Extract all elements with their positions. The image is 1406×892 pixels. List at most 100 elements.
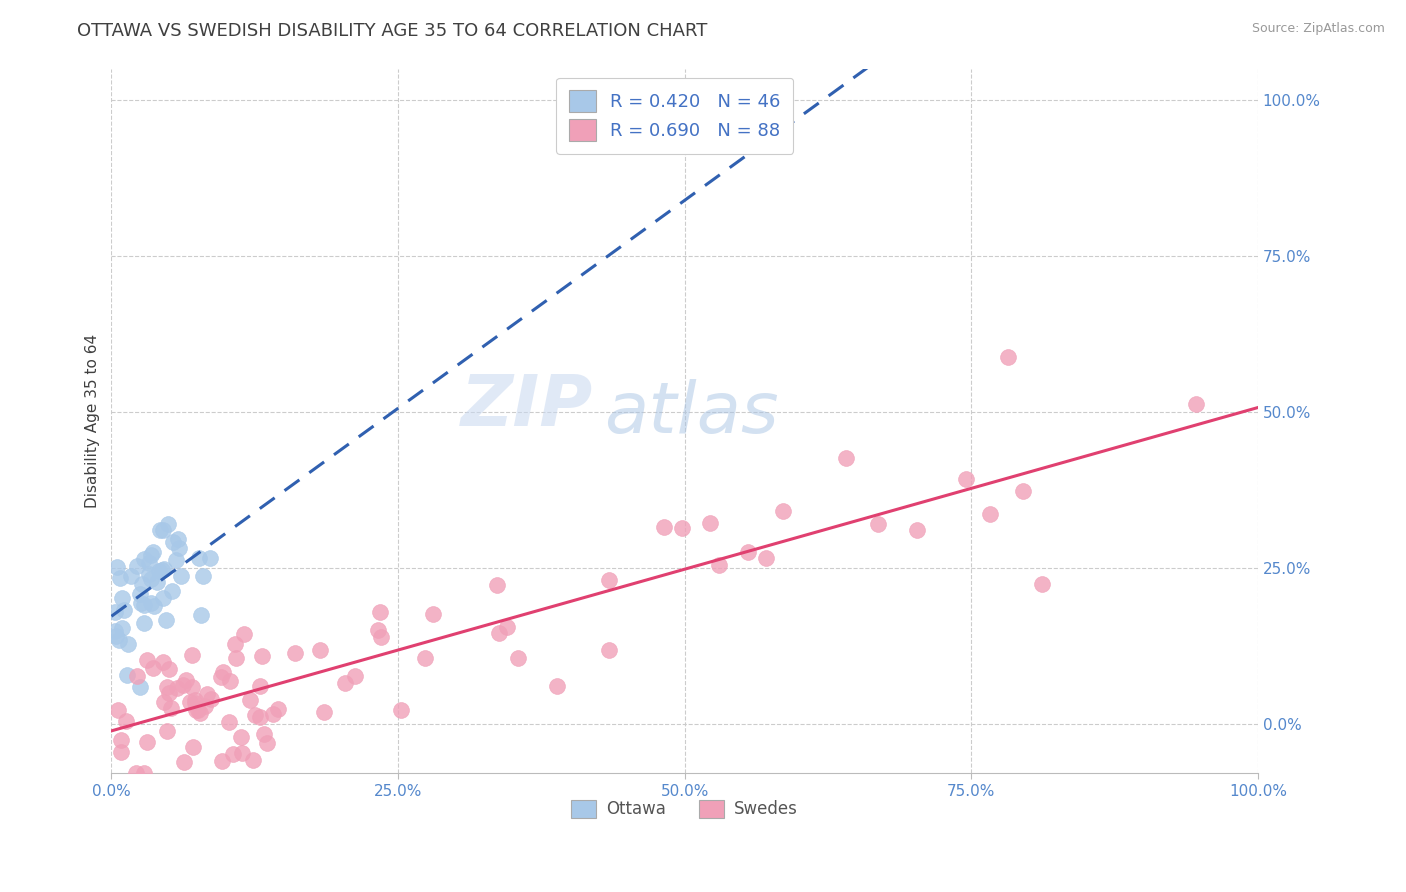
Point — [152, 695, 174, 709]
Point — [105, 560, 128, 574]
Point — [132, 598, 155, 612]
Point — [129, 596, 152, 610]
Point — [108, 632, 131, 647]
Point — [131, 576, 153, 591]
Point — [699, 516, 721, 531]
Point — [413, 650, 436, 665]
Point — [866, 516, 889, 531]
Point — [110, 732, 132, 747]
Point — [224, 637, 246, 651]
Text: OTTAWA VS SWEDISH DISABILITY AGE 35 TO 64 CORRELATION CHART: OTTAWA VS SWEDISH DISABILITY AGE 35 TO 6… — [77, 22, 707, 40]
Point — [139, 596, 162, 610]
Point — [422, 607, 444, 621]
Y-axis label: Disability Age 35 to 64: Disability Age 35 to 64 — [86, 334, 100, 508]
Point — [979, 507, 1001, 521]
Point — [232, 627, 254, 641]
Point — [262, 707, 284, 722]
Point — [488, 626, 510, 640]
Point — [183, 739, 205, 754]
Point — [157, 662, 180, 676]
Point — [242, 753, 264, 767]
Point — [955, 472, 977, 486]
Point — [142, 599, 165, 613]
Point — [117, 636, 139, 650]
Point — [243, 708, 266, 723]
Point — [188, 550, 211, 565]
Point — [389, 703, 412, 717]
Point — [209, 669, 232, 683]
Point — [314, 705, 336, 719]
Point — [222, 747, 245, 761]
Point — [155, 613, 177, 627]
Point — [148, 564, 170, 578]
Point — [160, 583, 183, 598]
Point — [671, 521, 693, 535]
Point — [495, 620, 517, 634]
Point — [150, 563, 173, 577]
Point — [188, 706, 211, 721]
Point — [1185, 397, 1208, 411]
Point — [184, 696, 207, 710]
Text: ZIP: ZIP — [461, 372, 593, 442]
Point — [138, 556, 160, 570]
Point — [125, 559, 148, 574]
Point — [184, 703, 207, 717]
Point — [772, 504, 794, 518]
Point — [707, 558, 730, 572]
Text: Source: ZipAtlas.com: Source: ZipAtlas.com — [1251, 22, 1385, 36]
Point — [176, 673, 198, 687]
Point — [129, 680, 152, 694]
Point — [180, 648, 202, 662]
Point — [139, 572, 162, 586]
Point — [737, 545, 759, 559]
Point — [165, 553, 187, 567]
Point — [256, 736, 278, 750]
Point — [485, 578, 508, 592]
Point — [179, 695, 201, 709]
Point — [138, 566, 160, 581]
Point — [136, 735, 159, 749]
Point — [156, 680, 179, 694]
Point — [267, 701, 290, 715]
Point — [309, 643, 332, 657]
Point — [170, 569, 193, 583]
Point — [598, 573, 620, 587]
Point — [125, 766, 148, 780]
Point — [547, 679, 569, 693]
Point — [120, 568, 142, 582]
Point — [157, 516, 180, 531]
Point — [152, 591, 174, 606]
Point — [181, 680, 204, 694]
Point — [187, 703, 209, 717]
Point — [252, 649, 274, 664]
Point — [225, 650, 247, 665]
Point — [249, 679, 271, 693]
Point — [367, 624, 389, 638]
Point — [239, 693, 262, 707]
Point — [125, 669, 148, 683]
Point — [905, 524, 928, 538]
Point — [195, 687, 218, 701]
Point — [105, 629, 128, 643]
Point — [508, 651, 530, 665]
Legend: Ottawa, Swedes: Ottawa, Swedes — [564, 793, 804, 825]
Point — [156, 723, 179, 738]
Point — [253, 727, 276, 741]
Point — [146, 575, 169, 590]
Point — [111, 621, 134, 635]
Point — [152, 655, 174, 669]
Text: atlas: atlas — [605, 379, 779, 449]
Point — [139, 548, 162, 562]
Point — [149, 523, 172, 537]
Point — [1012, 483, 1035, 498]
Point — [167, 532, 190, 546]
Point — [132, 552, 155, 566]
Point — [111, 591, 134, 605]
Point — [211, 754, 233, 768]
Point — [107, 703, 129, 717]
Point — [231, 747, 253, 761]
Point — [167, 541, 190, 556]
Point — [160, 701, 183, 715]
Point — [162, 535, 184, 549]
Point — [134, 766, 156, 780]
